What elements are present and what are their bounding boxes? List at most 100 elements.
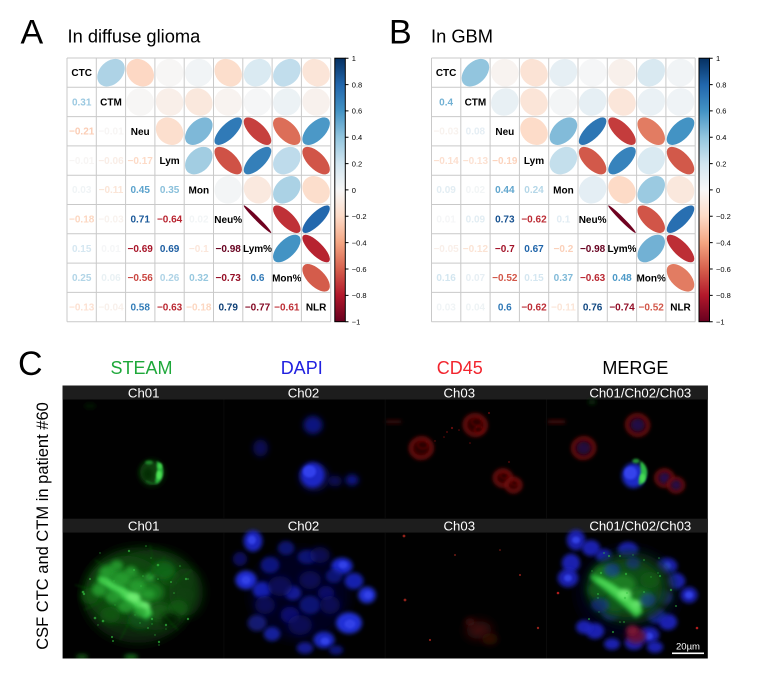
- svg-text:−0.98: −0.98: [216, 244, 242, 255]
- svg-text:−0.4: −0.4: [352, 238, 367, 247]
- svg-text:0.16: 0.16: [436, 273, 456, 284]
- svg-text:Neu%: Neu%: [214, 215, 242, 226]
- svg-text:Lym%: Lym%: [607, 244, 636, 255]
- svg-text:0.73: 0.73: [495, 215, 515, 226]
- svg-text:Ch01: Ch01: [128, 519, 160, 534]
- svg-text:Lym: Lym: [524, 156, 544, 167]
- svg-text:STEAM: STEAM: [110, 358, 172, 378]
- svg-text:−0.05: −0.05: [433, 244, 459, 255]
- svg-text:0.01: 0.01: [436, 215, 456, 226]
- svg-text:0.06: 0.06: [101, 273, 121, 284]
- svg-text:−0.01: −0.01: [69, 156, 95, 167]
- svg-text:−0.12: −0.12: [463, 244, 489, 255]
- svg-text:−0.06: −0.06: [98, 156, 124, 167]
- svg-text:0.76: 0.76: [583, 302, 603, 313]
- svg-text:−0.18: −0.18: [69, 215, 95, 226]
- svg-text:−0.74: −0.74: [609, 302, 635, 313]
- svg-text:0.79: 0.79: [218, 302, 238, 313]
- svg-text:0.25: 0.25: [72, 273, 92, 284]
- svg-text:−0.8: −0.8: [716, 291, 731, 300]
- svg-text:−0.11: −0.11: [99, 185, 124, 196]
- svg-text:−0.56: −0.56: [128, 273, 154, 284]
- svg-text:DAPI: DAPI: [281, 358, 323, 378]
- svg-text:0.24: 0.24: [524, 185, 544, 196]
- svg-text:In GBM: In GBM: [431, 26, 493, 47]
- svg-text:Mon%: Mon%: [272, 273, 302, 284]
- svg-text:0.58: 0.58: [130, 302, 150, 313]
- svg-text:0.32: 0.32: [189, 273, 209, 284]
- svg-text:−0.69: −0.69: [128, 244, 154, 255]
- svg-text:0.6: 0.6: [352, 107, 362, 116]
- svg-text:0.37: 0.37: [554, 273, 574, 284]
- svg-text:Lym: Lym: [159, 156, 179, 167]
- svg-text:−0.77: −0.77: [245, 302, 271, 313]
- svg-text:−0.63: −0.63: [580, 273, 606, 284]
- svg-text:0.07: 0.07: [466, 273, 486, 284]
- svg-text:0.31: 0.31: [72, 97, 92, 108]
- svg-text:Neu: Neu: [495, 127, 514, 138]
- svg-text:1: 1: [352, 54, 356, 63]
- svg-text:0.2: 0.2: [352, 159, 362, 168]
- svg-text:0.44: 0.44: [495, 185, 515, 196]
- svg-text:Ch01/Ch02/Ch03: Ch01/Ch02/Ch03: [589, 519, 691, 534]
- svg-text:−0.04: −0.04: [98, 302, 124, 313]
- svg-text:−0.64: −0.64: [157, 215, 183, 226]
- svg-text:−0.2: −0.2: [716, 212, 731, 221]
- svg-text:0.35: 0.35: [160, 185, 180, 196]
- svg-text:0.04: 0.04: [466, 302, 486, 313]
- svg-text:−0.52: −0.52: [492, 273, 518, 284]
- svg-text:−0.8: −0.8: [352, 291, 367, 300]
- svg-text:0: 0: [352, 186, 356, 195]
- svg-text:Mon%: Mon%: [636, 273, 666, 284]
- svg-text:0.4: 0.4: [716, 133, 726, 142]
- svg-text:NLR: NLR: [670, 303, 691, 314]
- svg-text:1: 1: [716, 54, 720, 63]
- svg-text:−0.63: −0.63: [157, 302, 183, 313]
- svg-text:−0.17: −0.17: [128, 156, 154, 167]
- svg-text:−0.19: −0.19: [492, 156, 518, 167]
- svg-text:−0.6: −0.6: [716, 265, 731, 274]
- svg-text:−0.73: −0.73: [216, 273, 242, 284]
- svg-text:Ch03: Ch03: [444, 386, 476, 401]
- svg-text:0.45: 0.45: [130, 185, 150, 196]
- svg-text:0.69: 0.69: [160, 244, 180, 255]
- svg-text:0.08: 0.08: [466, 127, 486, 138]
- svg-text:0.26: 0.26: [160, 273, 180, 284]
- svg-text:−0.2: −0.2: [352, 212, 367, 221]
- svg-text:0.71: 0.71: [130, 215, 150, 226]
- svg-text:0.4: 0.4: [439, 97, 453, 108]
- svg-text:0.03: 0.03: [436, 302, 456, 313]
- svg-text:20µm: 20µm: [676, 642, 700, 653]
- svg-text:−0.14: −0.14: [433, 156, 459, 167]
- svg-text:−0.62: −0.62: [521, 215, 547, 226]
- svg-text:CTC: CTC: [436, 68, 457, 79]
- svg-text:−0.61: −0.61: [274, 302, 300, 313]
- svg-text:CTM: CTM: [100, 98, 122, 109]
- svg-text:−0.13: −0.13: [463, 156, 489, 167]
- svg-text:CSF CTC and CTM in patient #60: CSF CTC and CTM in patient #60: [34, 402, 52, 650]
- svg-text:0.09: 0.09: [436, 185, 456, 196]
- svg-text:−0.21: −0.21: [69, 127, 95, 138]
- svg-text:Mon: Mon: [553, 185, 574, 196]
- svg-text:C: C: [18, 345, 43, 383]
- svg-text:A: A: [21, 13, 44, 51]
- svg-text:0.15: 0.15: [72, 244, 92, 255]
- svg-text:NLR: NLR: [306, 303, 327, 314]
- svg-text:−0.18: −0.18: [186, 302, 212, 313]
- svg-text:0.6: 0.6: [716, 107, 726, 116]
- svg-text:0.48: 0.48: [612, 273, 632, 284]
- svg-text:−0.03: −0.03: [98, 215, 124, 226]
- svg-text:CTC: CTC: [71, 68, 92, 79]
- svg-text:Ch01: Ch01: [128, 386, 160, 401]
- svg-text:Lym%: Lym%: [243, 244, 272, 255]
- svg-text:−0.11: −0.11: [551, 302, 576, 313]
- svg-text:−0.1: −0.1: [189, 244, 209, 255]
- svg-text:0.02: 0.02: [189, 215, 209, 226]
- svg-text:−0.4: −0.4: [716, 238, 731, 247]
- svg-text:0: 0: [716, 186, 720, 195]
- svg-text:0.15: 0.15: [524, 273, 544, 284]
- svg-text:0.1: 0.1: [556, 215, 570, 226]
- svg-text:−0.7: −0.7: [495, 244, 515, 255]
- svg-text:0.4: 0.4: [352, 133, 362, 142]
- svg-text:0.67: 0.67: [524, 244, 544, 255]
